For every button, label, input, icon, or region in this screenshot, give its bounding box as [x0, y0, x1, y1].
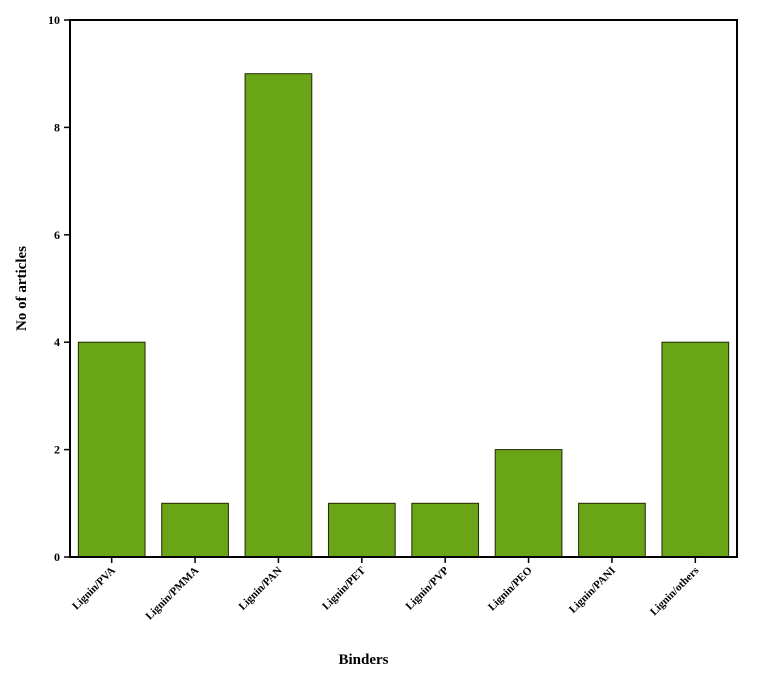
x-tick-label: Lignin/PMMA [143, 565, 201, 623]
bar-lignin-pan [244, 73, 313, 558]
x-tick-label: Lignin/PVA [70, 565, 118, 613]
bar-lignin-pmma [161, 502, 229, 558]
x-tick-label: Lignin/PEO [486, 564, 535, 613]
y-tick-label: 6 [54, 228, 60, 242]
y-tick-label: 10 [48, 13, 60, 27]
y-tick-label: 4 [54, 335, 60, 349]
y-tick-label: 0 [54, 550, 60, 564]
y-axis-ticks: 0 2 4 6 8 10 [48, 13, 70, 564]
bar-lignin-others [661, 341, 730, 558]
plot-frame [69, 19, 738, 558]
x-tick-label: Lignin/PVP [403, 564, 451, 612]
x-axis-ticks: Lignin/PVA Lignin/PMMA Lignin/PAN Lignin/PE… [70, 557, 702, 622]
bars-group [77, 73, 730, 558]
bar-lignin-pet [327, 502, 396, 558]
y-tick-label: 8 [54, 120, 60, 134]
y-axis-title: No of articles [14, 246, 30, 331]
x-tick-label: Lignin/others [648, 564, 702, 618]
bar-lignin-pani [578, 502, 646, 558]
bar-lignin-pvp [411, 502, 480, 558]
bar-lignin-pva [77, 341, 146, 558]
x-tick-label: Lignin/PAN [236, 565, 284, 613]
x-tick-label: Lignin/PANI [567, 565, 618, 616]
plot-border [69, 19, 738, 558]
bar-lignin-peo [494, 449, 563, 558]
x-axis-title: Binders [338, 652, 388, 668]
x-tick-label: Lignin/PET [320, 564, 368, 612]
y-tick-label: 2 [54, 443, 60, 457]
